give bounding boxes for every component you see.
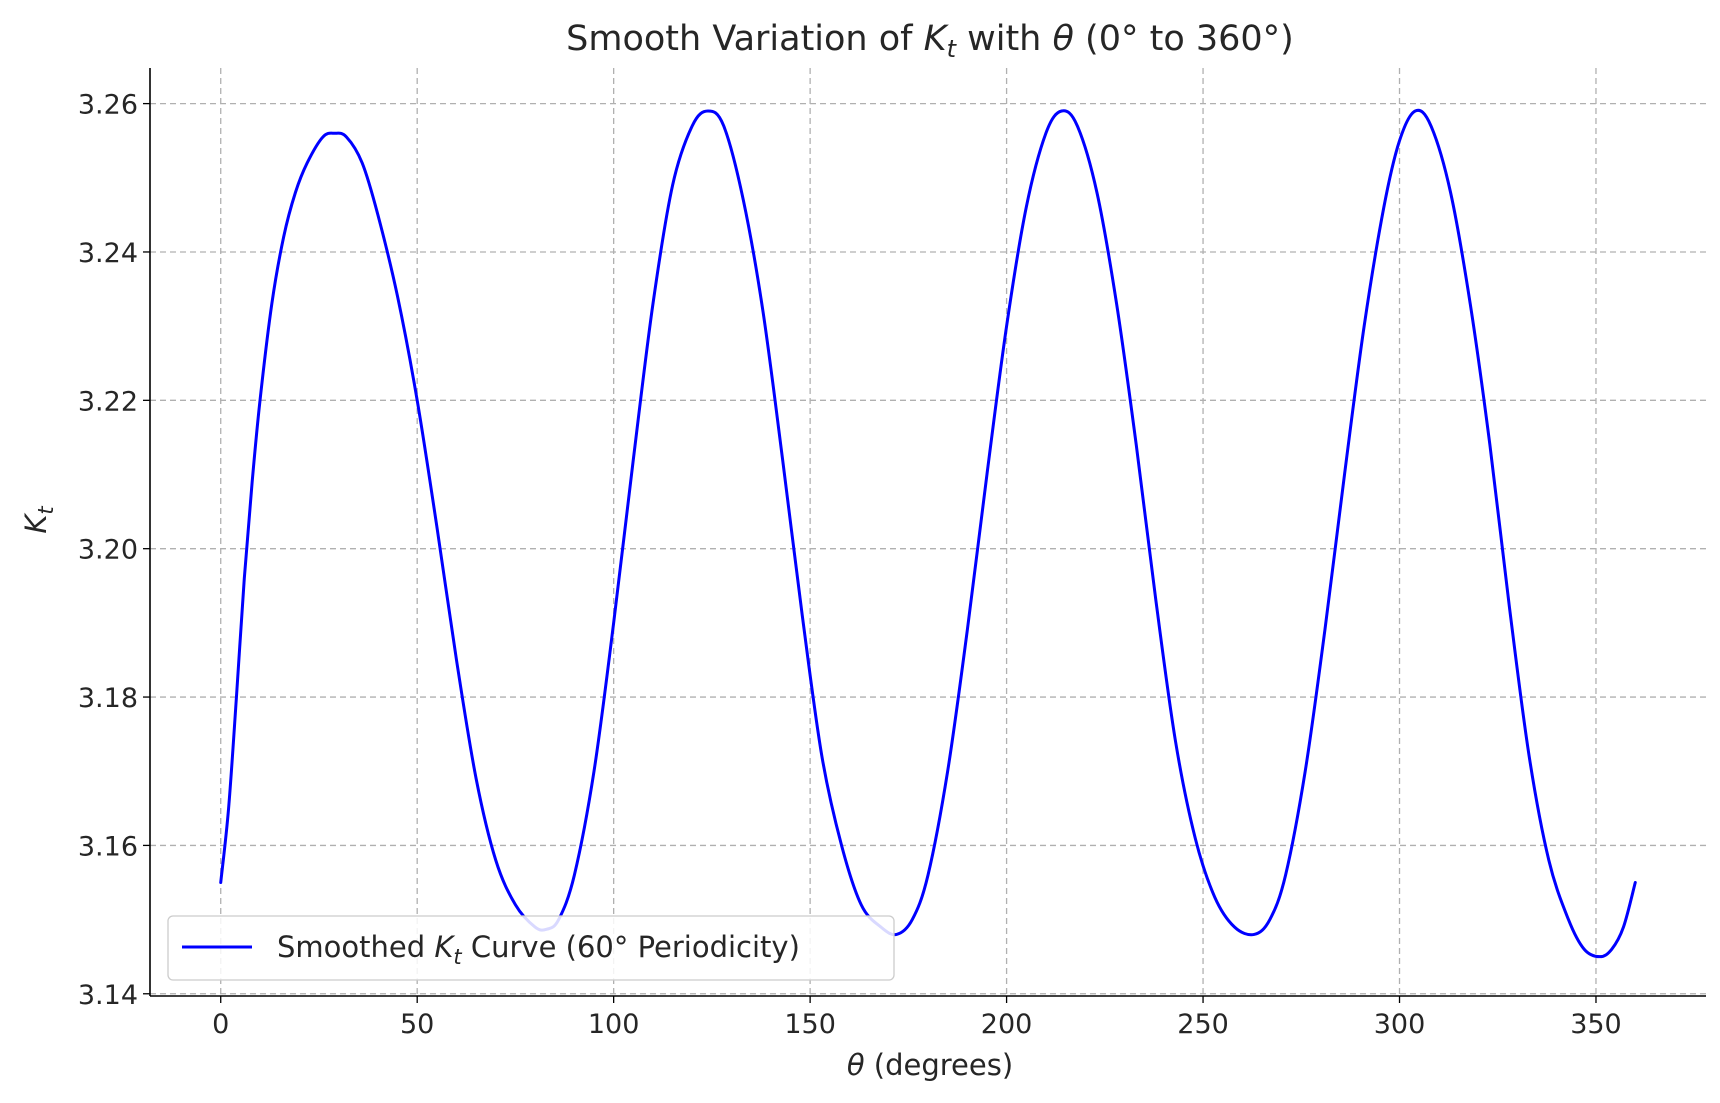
x-tick-label: 50 [400, 1009, 434, 1040]
x-tick-label: 0 [212, 1009, 229, 1040]
x-tick-label: 200 [981, 1009, 1033, 1040]
grid [150, 68, 1706, 996]
axes [149, 68, 1706, 997]
y-tick-label: 3.16 [78, 831, 138, 862]
y-tick-label: 3.18 [78, 683, 138, 714]
y-tick-label: 3.20 [78, 535, 138, 566]
y-tick-label: 3.24 [78, 238, 138, 269]
y-ticks: 3.14 3.16 3.18 3.20 3.22 3.24 3.26 [78, 90, 150, 1011]
y-tick-label: 3.22 [78, 386, 138, 417]
x-ticks: 0 50 100 150 200 250 300 350 [212, 996, 1622, 1040]
y-axis-label: Kt [19, 506, 58, 534]
curve-layer [219, 108, 1637, 959]
legend-label: Smoothed Kt Curve (60° Periodicity) [277, 930, 800, 969]
y-tick-label: 3.14 [78, 980, 138, 1011]
x-tick-label: 100 [588, 1009, 640, 1040]
kt-curve-series [219, 108, 1637, 959]
x-tick-label: 250 [1177, 1009, 1229, 1040]
x-tick-label: 350 [1570, 1009, 1622, 1040]
chart-title: Smooth Variation of Kt with θ (0° to 360… [566, 19, 1294, 63]
legend: Smoothed Kt Curve (60° Periodicity) [167, 915, 895, 981]
x-tick-label: 300 [1374, 1009, 1426, 1040]
y-tick-label: 3.26 [78, 90, 138, 121]
x-axis-label: θ (degrees) [847, 1048, 1013, 1082]
x-tick-label: 150 [784, 1009, 836, 1040]
legend-frame [167, 915, 895, 981]
